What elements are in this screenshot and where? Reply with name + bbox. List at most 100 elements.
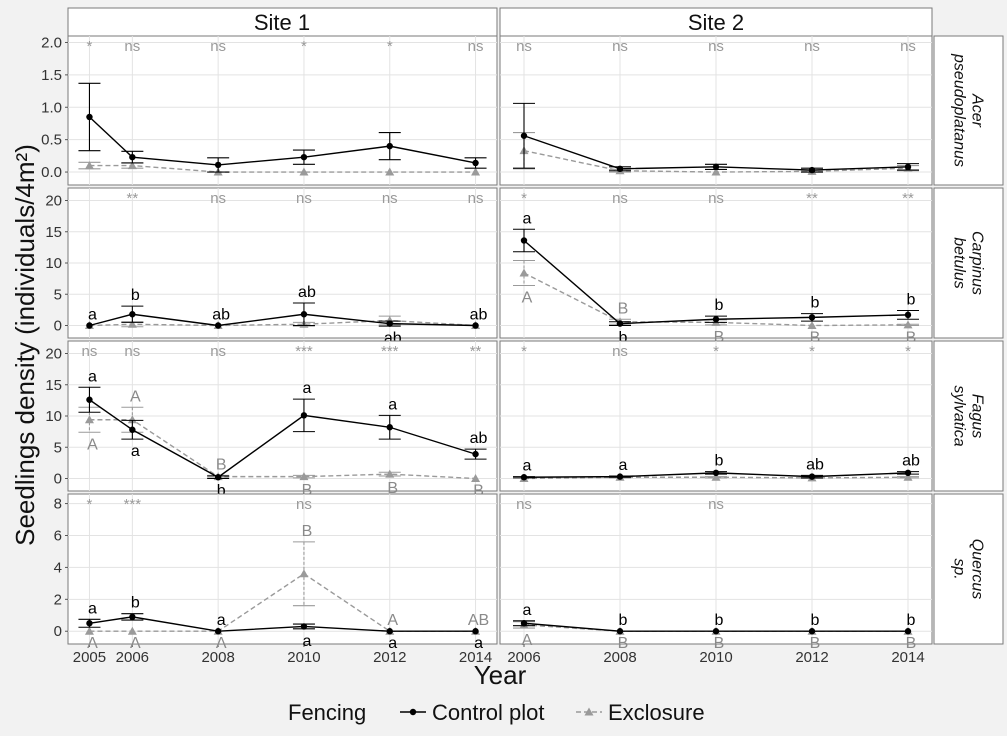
panel-7-control-letter: b <box>907 612 916 629</box>
panel-4-exclosure-point <box>299 472 309 481</box>
strip-site2-bg <box>499 7 933 37</box>
panel-2-significance-label: ** <box>127 190 139 207</box>
strip-site1-bg <box>67 7 498 37</box>
panel-7-control-point <box>904 628 912 635</box>
panel-5-control-letter: ab <box>806 456 824 473</box>
y-axis-title: Seedlings density (individuals/4m²) <box>10 144 40 546</box>
panel-6-significance-label: ns <box>296 496 312 513</box>
panel-4-significance-label: ns <box>124 343 140 360</box>
strip-row-3-line-1: sp. <box>951 558 968 579</box>
panel-5-control-letter: ab <box>902 453 920 470</box>
x-tick-label: 2012 <box>795 649 828 666</box>
panel-7-exclosure-letter: B <box>618 635 629 652</box>
strip-row-2-line-1: sylvatica <box>951 385 968 446</box>
strip-row-3-bg <box>933 493 1004 645</box>
panel-4-control-letter: ab <box>470 430 488 447</box>
y-tick-label: 0 <box>54 471 62 488</box>
panel-4-control-point <box>386 424 393 431</box>
panel-3-control-letter: a <box>523 210 532 227</box>
panel-1-significance-label: ns <box>900 38 916 55</box>
panel-4-control-point <box>472 450 479 458</box>
strip-row-2-bg <box>933 340 1004 492</box>
panel-7-exclosure-letter: A <box>522 632 533 649</box>
panel-6-control-point <box>86 620 93 627</box>
panel-3-control-point <box>616 320 624 327</box>
strip-row-1-bg <box>933 187 1004 339</box>
y-tick-label: 10 <box>45 408 62 425</box>
panel-1-significance-label: ns <box>804 38 820 55</box>
y-tick-label: 0.5 <box>41 132 62 149</box>
panel-6-control-point <box>214 628 222 635</box>
panel-0-exclosure-point <box>299 167 309 176</box>
panel-0-control-point <box>386 142 393 150</box>
legend-control-marker <box>409 708 417 716</box>
y-tick-label: 5 <box>54 286 62 303</box>
panel-6-control-letter: a <box>474 635 483 652</box>
panel-4-control-letter: a <box>88 368 97 385</box>
panel-4-control-point <box>129 426 136 433</box>
panel-6-control-letter: a <box>302 633 311 650</box>
panel-1-significance-label: ns <box>612 38 628 55</box>
panel-5-control-point <box>520 474 528 481</box>
panel-3-control-letter: b <box>619 330 628 347</box>
strip-row-1-line-0: Carpinus <box>969 231 986 295</box>
panel-5-exclosure-point <box>711 472 721 481</box>
panel-3-exclosure-point <box>903 320 913 329</box>
panel-3-significance-label: * <box>521 190 527 207</box>
y-tick-label: 5 <box>54 439 62 456</box>
panel-2-control-point <box>300 311 308 318</box>
panel-0-control-line <box>88 116 476 166</box>
y-tick-label: 2.0 <box>41 34 62 51</box>
panel-2-control-point <box>86 322 93 329</box>
panel-7-control-letter: a <box>523 602 532 619</box>
y-tick-label: 0.0 <box>41 164 62 181</box>
strip-row-1-label: Carpinusbetulus <box>951 231 986 295</box>
panel-0-exclosure-line <box>89 164 476 173</box>
strip-row-2-line-0: Fagus <box>969 394 986 438</box>
y-tick-label: 1.5 <box>41 67 62 84</box>
panel-3-control-letter: b <box>907 292 916 309</box>
legend: Fencing Control plot Exclosure <box>288 700 705 725</box>
panel-4-control-point <box>214 474 222 481</box>
panel-4-control-point <box>86 396 93 403</box>
panel-4-significance-label: ns <box>210 343 226 360</box>
panel-7-control-point <box>616 628 624 635</box>
panel-3-control-letter: b <box>715 297 724 314</box>
panel-4-exclosure-point <box>471 474 481 482</box>
panel-7-control-letter: b <box>619 612 628 629</box>
y-tick-label: 4 <box>54 559 62 576</box>
panel-3-exclosure-letter: B <box>906 330 917 347</box>
y-tick-label: 15 <box>45 377 62 394</box>
panel-6-control-letter: a <box>217 612 226 629</box>
panel-6-significance-label: * <box>87 496 93 513</box>
panel-5-significance-label: * <box>521 343 527 360</box>
panel-6-control-point <box>386 628 393 635</box>
panel-6-exclosure-letter: A <box>216 635 227 652</box>
panel-6-control-letter: a <box>388 635 397 652</box>
panel-4-exclosure-point <box>385 469 395 478</box>
panel-4-exclosure-letter: B <box>387 480 398 497</box>
panel-2-control-point <box>214 322 222 329</box>
strip-row-0-bg <box>933 35 1004 186</box>
strip-row-0-line-0: Acer <box>969 93 986 128</box>
panel-6-bg <box>67 493 498 645</box>
panel-2-control-point <box>129 311 136 318</box>
panel-3-control-point <box>520 237 528 244</box>
panel-4-significance-label: *** <box>381 343 399 360</box>
panel-6-control-point <box>300 623 308 630</box>
panel-5-control-letter: b <box>715 453 724 470</box>
strip-row-1-line-1: betulus <box>951 237 968 289</box>
panel-5-exclosure-point <box>903 472 913 481</box>
panel-7-control-point <box>520 620 528 627</box>
x-tick-label: 2006 <box>507 649 540 666</box>
y-tick-label: 0 <box>54 318 62 335</box>
panel-2-control-point <box>386 320 393 327</box>
y-tick-label: 8 <box>54 496 62 513</box>
panel-2-exclosure-line <box>89 319 476 327</box>
panel-5-control-letter: a <box>523 458 532 475</box>
panel-2-control-letter: ab <box>470 307 488 324</box>
panel-4-control-letter: a <box>388 396 397 413</box>
y-tick-label: 20 <box>45 346 62 363</box>
panel-7-significance-label: ns <box>708 496 724 513</box>
